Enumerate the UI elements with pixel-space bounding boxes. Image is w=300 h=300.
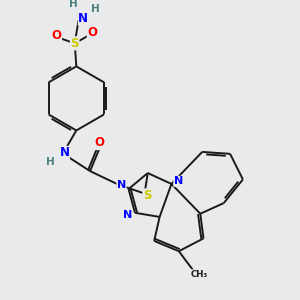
Text: N: N: [117, 180, 126, 190]
Text: N: N: [174, 176, 183, 186]
Text: O: O: [87, 26, 97, 39]
Text: CH₃: CH₃: [190, 270, 208, 279]
Text: H: H: [46, 158, 55, 167]
Text: S: S: [70, 37, 79, 50]
Text: N: N: [78, 12, 88, 25]
Text: H: H: [69, 0, 78, 9]
Text: H: H: [91, 4, 100, 14]
Text: O: O: [52, 29, 61, 42]
Text: N: N: [123, 210, 133, 220]
Text: S: S: [143, 189, 152, 202]
Text: N: N: [59, 146, 70, 159]
Text: O: O: [95, 136, 105, 149]
